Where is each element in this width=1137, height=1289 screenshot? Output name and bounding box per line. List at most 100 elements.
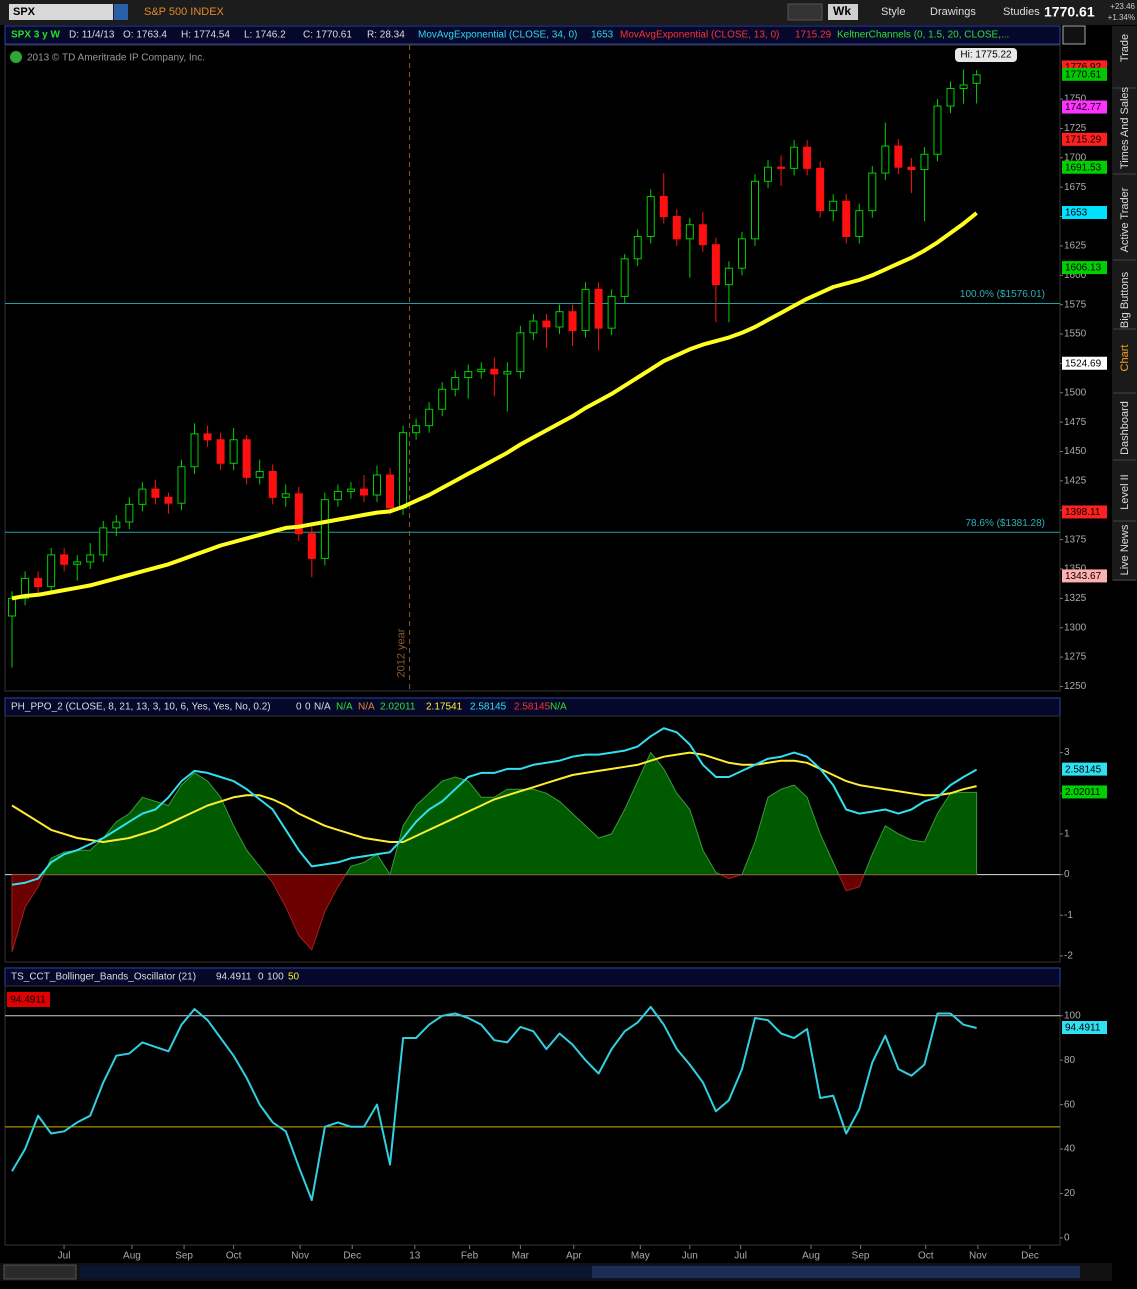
ppo-value: 0 <box>305 702 311 713</box>
candle-body <box>412 425 421 434</box>
price-tag <box>1062 569 1107 583</box>
candle-body <box>294 493 303 535</box>
aggregation-button[interactable] <box>828 4 858 20</box>
price-tag <box>1062 356 1107 370</box>
candle-body <box>672 216 681 240</box>
studies-button[interactable]: Studies <box>1003 6 1040 18</box>
y-tick-label: 1750 <box>1064 94 1087 105</box>
candle-body <box>359 488 368 496</box>
price-tag <box>1062 160 1107 174</box>
candle-body <box>138 488 147 505</box>
tools[interactable] <box>787 3 823 21</box>
candle-body <box>633 236 642 260</box>
y-tick-label: 1300 <box>1064 622 1087 633</box>
histogram-area <box>11 751 978 875</box>
low: L: 1746.2 <box>244 30 286 41</box>
range: R: 28.34 <box>367 30 405 41</box>
scroll-thumb[interactable] <box>592 1266 1080 1278</box>
candle-body <box>607 295 616 329</box>
symbol-box[interactable] <box>9 4 113 20</box>
candle-body <box>86 554 95 563</box>
series-line <box>11 211 978 601</box>
drawings-button[interactable]: Drawings <box>930 6 976 18</box>
side-tabs <box>1112 26 1137 581</box>
candle-body <box>477 368 486 373</box>
header-bar <box>4 25 1061 45</box>
candle-body <box>399 432 408 509</box>
tab[interactable]: Dashboard <box>1119 401 1131 455</box>
y-tick-label: 1725 <box>1064 123 1087 134</box>
plot <box>5 45 1060 690</box>
tab[interactable]: Chart <box>1119 345 1131 372</box>
osc-value: 94.4911 <box>216 972 252 983</box>
change: +23.46 <box>1110 2 1135 11</box>
symbol: SPX <box>13 6 36 18</box>
ppo-value: 2.58145 <box>514 702 551 713</box>
price-tag <box>1062 132 1107 146</box>
candle-body <box>346 488 355 492</box>
candle-body <box>281 493 290 498</box>
chart-settings[interactable] <box>1062 25 1086 45</box>
y-tick-label: -1 <box>1064 910 1073 921</box>
study: MovAvgExponential (CLOSE, 34, 0) <box>418 30 577 41</box>
y-tick-label: 1675 <box>1064 182 1087 193</box>
candle-body <box>842 200 851 238</box>
series-line <box>11 751 977 843</box>
candle-body <box>790 146 799 169</box>
info-icon[interactable] <box>10 51 22 63</box>
study-value: 1653 <box>591 30 614 41</box>
ppo-value: N/A <box>550 702 567 713</box>
date: D: 11/4/13 <box>69 30 115 41</box>
x-tick-label: Jun <box>682 1251 698 1262</box>
candle-body <box>177 466 186 504</box>
candle-body <box>320 499 329 559</box>
price-tag-label: 1343.67 <box>1065 571 1102 582</box>
tab[interactable]: Trade <box>1119 34 1131 62</box>
y-tick-label: 100 <box>1064 1010 1081 1021</box>
candle-body <box>620 258 629 297</box>
candle-body <box>34 577 43 588</box>
candle-body <box>73 561 82 565</box>
change-pct: +1.34% <box>1108 13 1135 22</box>
y-tick-label: 1600 <box>1064 270 1087 281</box>
candle-body <box>959 84 968 89</box>
y-tick-label: 0 <box>1064 1233 1070 1244</box>
candle-body <box>255 470 264 478</box>
candle-body <box>711 244 720 286</box>
candle-body <box>803 146 812 169</box>
tab[interactable]: Active Trader <box>1119 187 1131 252</box>
candle-body <box>125 503 134 523</box>
series-line <box>11 727 978 886</box>
y-tick-label: 1 <box>1064 829 1070 840</box>
candle-body <box>581 288 590 331</box>
x-tick-label: Oct <box>918 1251 934 1262</box>
candle-body <box>490 368 499 375</box>
tab[interactable]: Big Buttons <box>1119 271 1131 328</box>
x-tick-label: Apr <box>566 1251 582 1262</box>
osc-panel <box>4 985 1061 1246</box>
style-button[interactable]: Style <box>881 6 905 18</box>
candle-body <box>425 408 434 427</box>
y-tick-label: 1475 <box>1064 417 1087 428</box>
hi-label: Hi: 1775.22 <box>960 50 1012 61</box>
tab[interactable]: Level II <box>1119 474 1131 509</box>
plot <box>5 1005 1060 1202</box>
tab[interactable]: Times And Sales <box>1119 86 1131 169</box>
tab[interactable]: Live News <box>1119 524 1131 575</box>
candle-body <box>99 527 108 556</box>
y-tick-label: 1350 <box>1064 564 1087 575</box>
y-tick-label: 60 <box>1064 1099 1076 1110</box>
candle-body <box>646 196 655 238</box>
x-tick-label: Oct <box>226 1251 242 1262</box>
hi-box <box>955 48 1017 62</box>
price-tag <box>1062 261 1107 275</box>
price-tag <box>1062 206 1107 220</box>
symbol-dropdown[interactable] <box>114 4 128 20</box>
zoom-tools[interactable] <box>3 1264 77 1280</box>
candle-body <box>920 153 929 171</box>
y-tick-label: 20 <box>1064 1188 1076 1199</box>
candle-body <box>229 439 238 464</box>
candle-body <box>112 521 121 529</box>
candle-body <box>164 496 173 504</box>
ppo-panel <box>4 715 1061 963</box>
